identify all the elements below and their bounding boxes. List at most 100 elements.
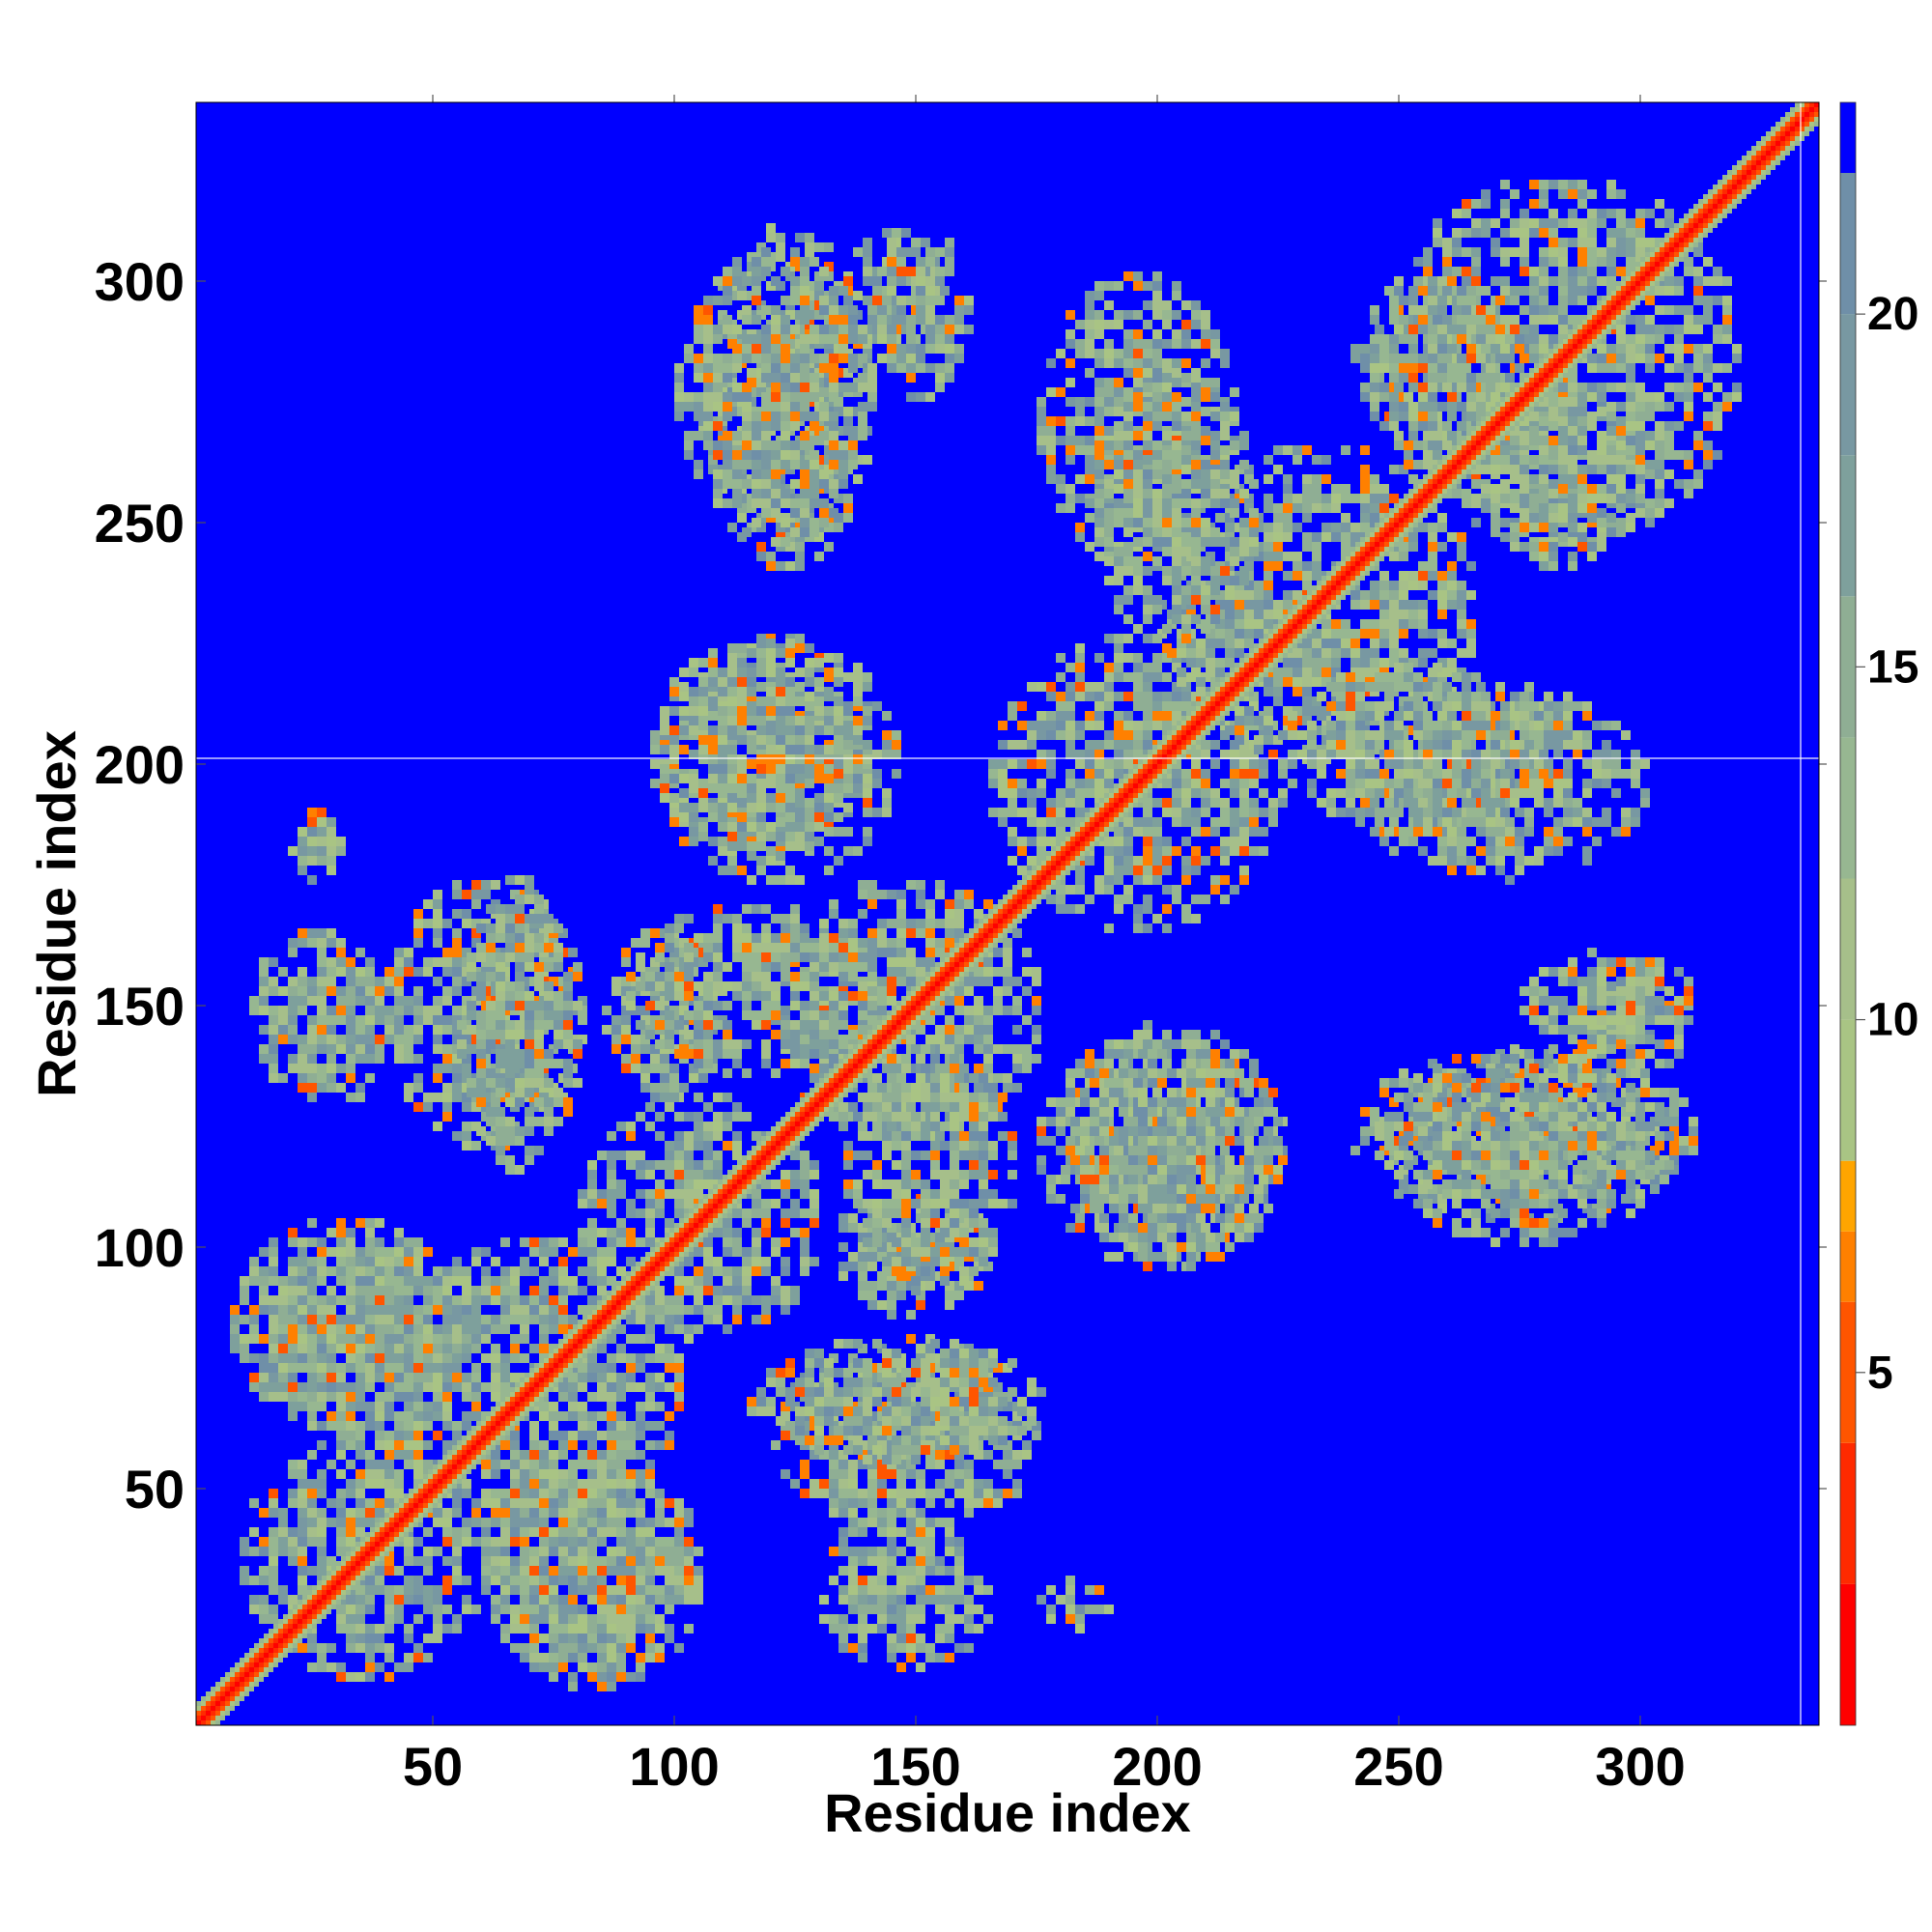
contact-cell	[346, 1324, 355, 1334]
contact-cell	[1331, 600, 1341, 610]
contact-cell	[375, 1276, 384, 1286]
contact-cell	[1370, 590, 1379, 600]
contact-cell	[298, 1392, 307, 1402]
contact-cell	[1413, 257, 1423, 267]
contact-cell	[278, 1547, 288, 1556]
contact-cell	[983, 977, 993, 986]
contact-cell	[471, 1498, 481, 1508]
contact-cell	[355, 1324, 365, 1334]
contact-cell	[327, 1247, 336, 1257]
contact-cell	[694, 1122, 703, 1131]
contact-cell	[1249, 817, 1259, 827]
contact-cell	[645, 1353, 655, 1363]
contact-cell	[500, 1527, 510, 1537]
contact-cell	[1558, 267, 1568, 276]
contact-cell	[298, 996, 307, 1006]
contact-cell	[230, 1315, 240, 1324]
contact-cell	[636, 1614, 645, 1624]
contact-cell	[529, 1566, 539, 1576]
contact-cell	[887, 1634, 896, 1643]
contact-cell	[694, 1179, 703, 1189]
contact-cell	[481, 1315, 491, 1324]
contact-cell	[578, 1489, 587, 1498]
contact-cell	[626, 1199, 636, 1208]
contact-cell	[1085, 750, 1094, 759]
contact-cell	[1389, 648, 1399, 658]
contact-cell	[655, 1624, 665, 1634]
contact-cell	[1616, 334, 1626, 344]
contact-cell	[732, 1315, 742, 1324]
contact-cell	[674, 1179, 684, 1189]
contact-cell	[413, 996, 423, 1006]
contact-cell	[1302, 658, 1312, 668]
contact-cell	[645, 1286, 655, 1295]
contact-cell	[317, 1508, 327, 1518]
contact-cell	[1181, 837, 1191, 846]
contact-cell	[1350, 532, 1360, 542]
contact-cell	[269, 1276, 278, 1286]
contact-cell	[539, 1295, 549, 1305]
contact-cell	[877, 1054, 887, 1064]
contact-cell	[1215, 668, 1225, 677]
contact-cell	[404, 1044, 413, 1054]
contact-cell	[539, 1324, 549, 1334]
contact-cell	[375, 1576, 384, 1585]
contact-cell	[597, 1363, 607, 1373]
contact-cell	[993, 1006, 1003, 1015]
contact-cell	[520, 1324, 529, 1334]
contact-cell	[1674, 354, 1684, 363]
contact-cell	[288, 1392, 298, 1402]
contact-cell	[404, 1295, 413, 1305]
contact-cell	[442, 1392, 452, 1402]
contact-cell	[1471, 247, 1481, 257]
contact-cell	[684, 1131, 694, 1141]
contact-cell	[988, 769, 998, 779]
contact-cell	[442, 967, 452, 977]
contact-cell	[954, 919, 964, 928]
contact-cell	[558, 1595, 568, 1605]
contact-cell	[423, 1286, 433, 1295]
contact-cell	[365, 1286, 375, 1295]
contact-cell	[1003, 1073, 1012, 1083]
contact-cell	[1230, 788, 1239, 798]
contact-cell	[1264, 552, 1273, 561]
contact-cell	[259, 1044, 269, 1054]
contact-cell	[607, 1605, 616, 1614]
contact-cell	[1684, 402, 1693, 412]
contact-cell	[404, 1083, 413, 1093]
contact-cell	[549, 1450, 558, 1460]
contact-cell	[1056, 875, 1065, 885]
contact-cell	[1104, 634, 1114, 643]
contact-cell	[1037, 788, 1046, 798]
contact-cell	[558, 1276, 568, 1286]
contact-cell	[568, 1440, 578, 1450]
contact-cell	[394, 1276, 404, 1286]
contact-cell	[1123, 856, 1133, 866]
contact-cell	[355, 1247, 365, 1257]
contact-cell	[442, 1276, 452, 1286]
contact-cell	[983, 1054, 993, 1064]
contact-cell	[974, 1585, 983, 1595]
contact-cell	[355, 1440, 365, 1450]
contact-cell	[1360, 513, 1370, 523]
contact-cell	[1186, 658, 1196, 668]
contact-cell	[587, 1498, 597, 1508]
contact-cell	[1012, 928, 1022, 938]
contact-cell	[539, 1257, 549, 1266]
contact-cell	[259, 1266, 269, 1276]
contact-cell	[1360, 658, 1370, 668]
contact-cell	[954, 890, 964, 899]
contact-cell	[1500, 257, 1510, 267]
contact-cell	[964, 899, 974, 909]
contact-cell	[626, 1305, 636, 1315]
contact-cell	[945, 928, 954, 938]
contact-cell	[587, 1218, 597, 1228]
contact-cell	[259, 996, 269, 1006]
contact-cell	[1693, 440, 1703, 450]
contact-cell	[1500, 209, 1510, 218]
contact-cell	[1152, 798, 1162, 808]
contact-cell	[413, 1614, 423, 1624]
contact-cell	[481, 1537, 491, 1547]
contact-cell	[645, 1402, 655, 1411]
contact-cell	[336, 1064, 346, 1073]
